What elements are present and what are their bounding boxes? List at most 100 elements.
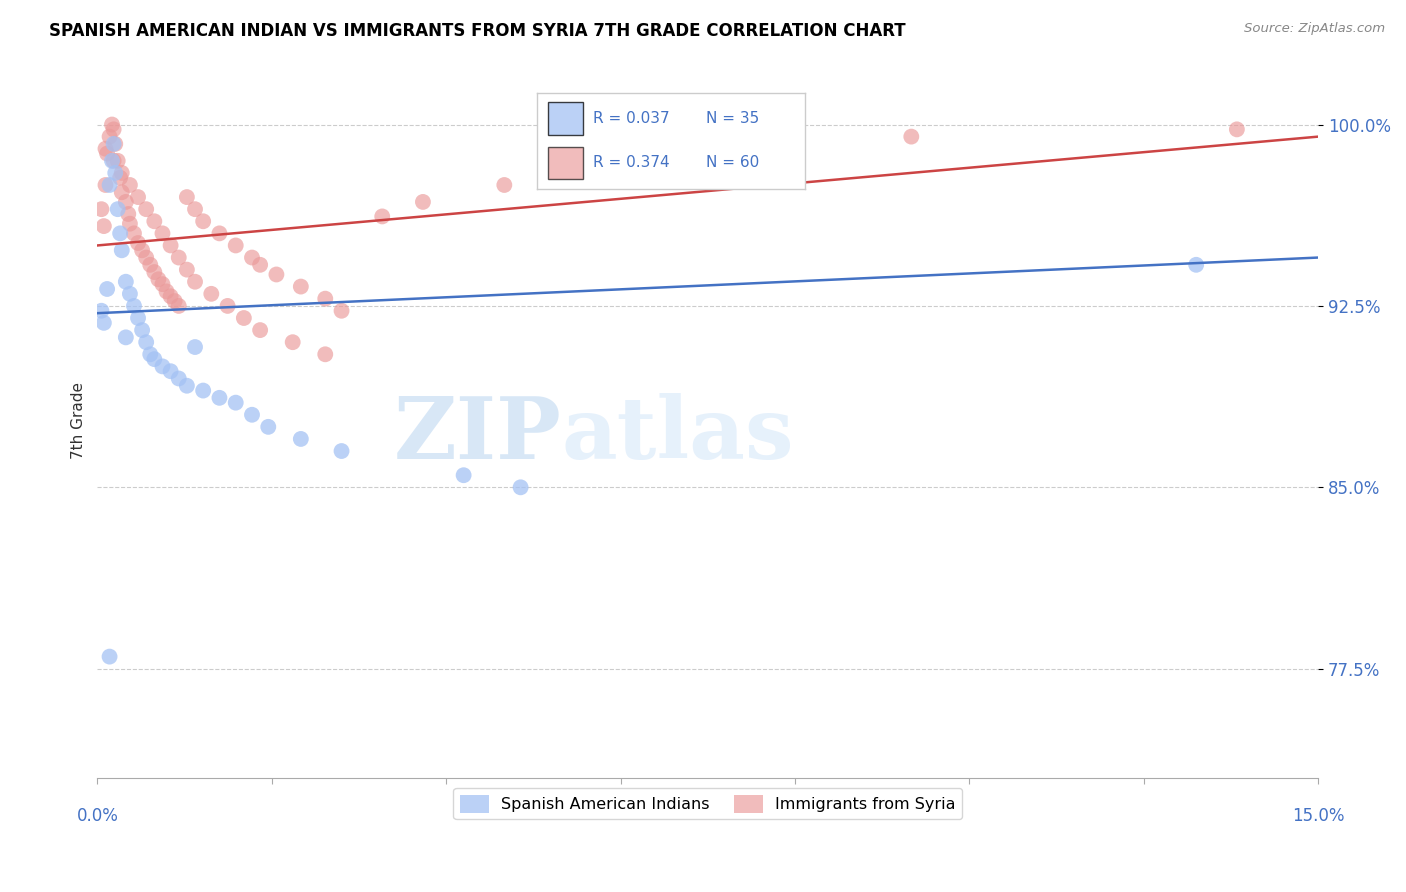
Point (225, 395, 247, 409)
Point (249, 323, 271, 337)
Point (122, 227, 145, 241)
Point (176, 190, 198, 204)
Point (111, 244, 134, 258)
Point (159, 364, 181, 378)
Point (152, 277, 174, 292)
Text: SPANISH AMERICAN INDIAN VS IMMIGRANTS FROM SYRIA 7TH GRADE CORRELATION CHART: SPANISH AMERICAN INDIAN VS IMMIGRANTS FR… (49, 22, 905, 40)
Point (191, 214, 214, 228)
Point (98, 649, 121, 664)
Point (249, 258, 271, 272)
Point (1185, 258, 1208, 272)
Point (1226, 122, 1249, 136)
Point (143, 265, 166, 279)
Point (290, 432, 312, 446)
Point (103, 153, 125, 168)
Point (314, 347, 336, 361)
Point (330, 444, 353, 458)
Point (159, 289, 181, 303)
Point (152, 227, 174, 241)
Point (412, 194, 434, 209)
Point (159, 238, 181, 252)
Point (93, 316, 115, 330)
Point (163, 294, 186, 309)
Point (94, 178, 117, 192)
Point (155, 285, 177, 299)
Point (111, 186, 134, 200)
Point (184, 340, 207, 354)
Point (191, 384, 214, 398)
Point (900, 129, 922, 144)
Point (509, 480, 531, 494)
Point (225, 238, 247, 252)
Point (240, 408, 263, 422)
Point (200, 286, 222, 301)
Point (232, 311, 254, 326)
Point (96, 282, 118, 296)
Point (139, 347, 162, 361)
Point (330, 303, 353, 318)
Point (240, 251, 263, 265)
Point (208, 391, 231, 405)
Point (217, 299, 239, 313)
Point (94, 142, 117, 156)
Point (104, 136, 127, 151)
Point (494, 178, 516, 192)
Point (98, 129, 121, 144)
Point (184, 202, 207, 217)
Point (167, 371, 190, 385)
Point (93, 219, 115, 233)
Point (371, 210, 394, 224)
Point (108, 170, 131, 185)
Point (314, 292, 336, 306)
Point (96, 146, 118, 161)
Point (107, 202, 129, 217)
Text: 15.0%: 15.0% (1292, 806, 1344, 824)
Point (290, 279, 312, 293)
Point (257, 420, 280, 434)
Point (167, 251, 190, 265)
Point (115, 275, 138, 289)
Point (115, 330, 138, 344)
Point (98, 178, 121, 192)
Point (127, 311, 149, 326)
Point (103, 136, 125, 151)
Point (208, 227, 231, 241)
Point (101, 153, 124, 168)
Point (131, 244, 153, 258)
Point (117, 207, 139, 221)
Point (135, 251, 157, 265)
Point (281, 335, 304, 350)
Point (118, 286, 141, 301)
Point (115, 194, 138, 209)
Text: ZIP: ZIP (394, 393, 561, 477)
Point (143, 352, 166, 367)
Point (101, 118, 124, 132)
Text: atlas: atlas (561, 393, 794, 477)
Y-axis label: 7th Grade: 7th Grade (72, 383, 86, 459)
Text: 0.0%: 0.0% (76, 806, 118, 824)
Point (111, 166, 134, 180)
Point (176, 378, 198, 392)
Point (104, 166, 127, 180)
Point (143, 214, 166, 228)
Point (135, 335, 157, 350)
Point (139, 258, 162, 272)
Point (107, 153, 129, 168)
Point (135, 202, 157, 217)
Text: Source: ZipAtlas.com: Source: ZipAtlas.com (1244, 22, 1385, 36)
Point (266, 268, 288, 282)
Point (90, 303, 112, 318)
Point (176, 262, 198, 277)
Point (453, 468, 475, 483)
Point (90, 202, 112, 217)
Point (122, 299, 145, 313)
Point (184, 275, 207, 289)
Point (118, 178, 141, 192)
Point (152, 359, 174, 374)
Point (103, 122, 125, 136)
Point (127, 235, 149, 250)
Point (148, 272, 170, 286)
Legend: Spanish American Indians, Immigrants from Syria: Spanish American Indians, Immigrants fro… (453, 789, 962, 820)
Point (108, 227, 131, 241)
Point (167, 299, 190, 313)
